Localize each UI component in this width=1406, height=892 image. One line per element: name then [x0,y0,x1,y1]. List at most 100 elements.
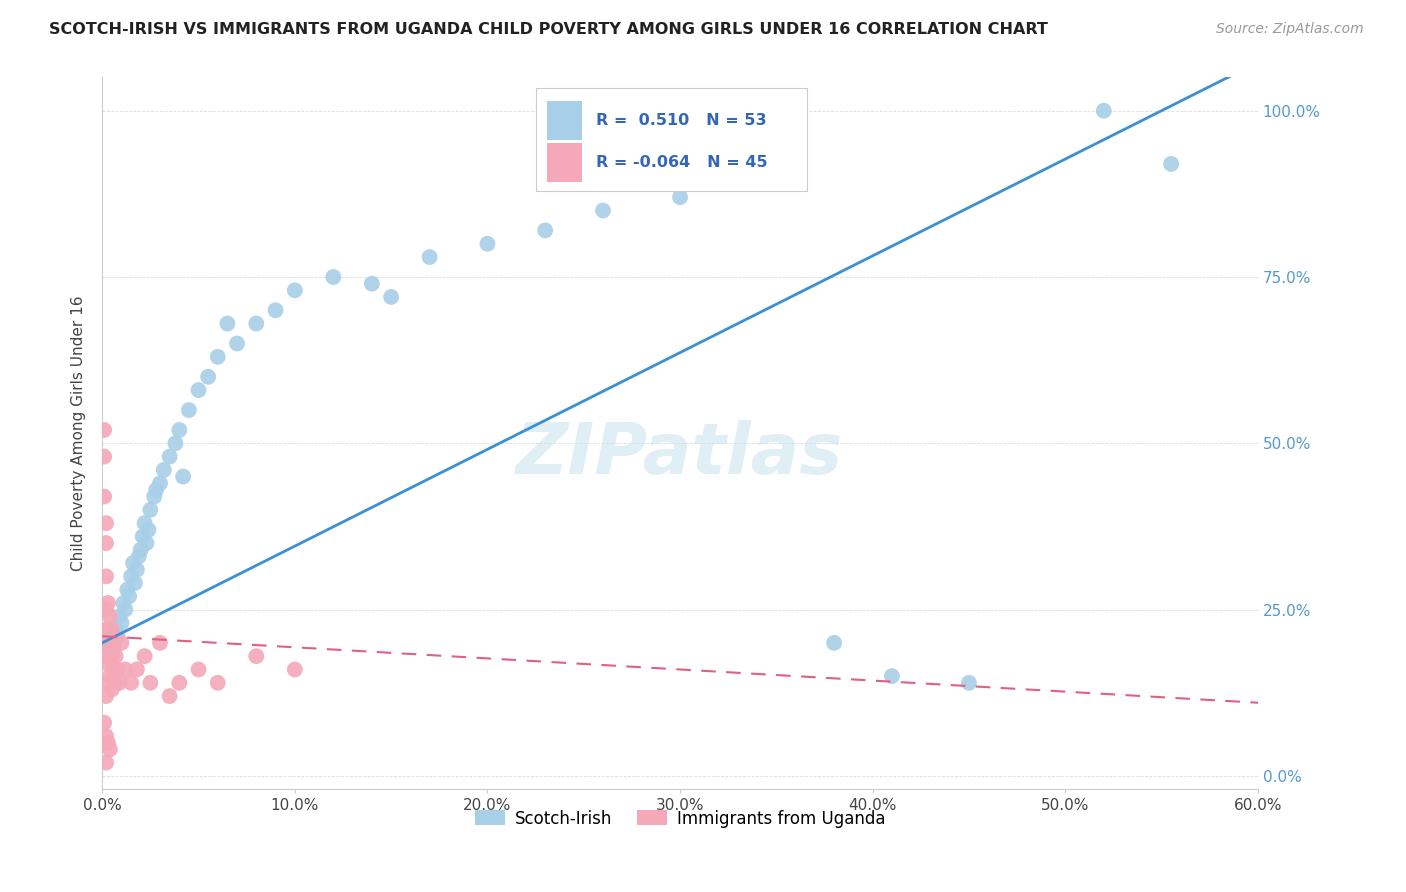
Point [103,663,125,677]
Point [284,283,307,297]
Point [284,663,307,677]
Point [1160,157,1182,171]
Point [1092,103,1115,118]
Point [94,536,117,550]
Bar [547,144,582,183]
Point [167,675,190,690]
Point [125,663,148,677]
Point [104,649,127,664]
Point [172,469,194,483]
Point [135,536,157,550]
Point [131,529,153,543]
Point [107,663,129,677]
Point [97,675,120,690]
Point [149,636,172,650]
Point [143,490,166,504]
Point [94,623,117,637]
Point [419,250,441,264]
Point [124,576,146,591]
Point [187,383,209,397]
Point [97,649,120,664]
Point [101,682,124,697]
Point [129,542,152,557]
Point [177,403,200,417]
Text: R = -0.064   N = 45: R = -0.064 N = 45 [596,155,768,170]
Point [159,450,181,464]
Point [103,636,125,650]
Point [97,649,120,664]
Point [118,590,141,604]
Y-axis label: Child Poverty Among Girls Under 16: Child Poverty Among Girls Under 16 [72,295,86,571]
Point [534,223,557,237]
Point [94,636,117,650]
Point [101,636,124,650]
Point [217,317,239,331]
Point [94,516,117,530]
Point [104,623,127,637]
Point [93,423,115,437]
Point [125,563,148,577]
Point [114,663,136,677]
Point [107,629,129,643]
Point [197,369,219,384]
Point [101,623,124,637]
Point [134,649,156,664]
Point [108,675,131,690]
Point [149,476,172,491]
Point [97,736,120,750]
Point [245,649,267,664]
Point [94,689,117,703]
Point [98,609,121,624]
Point [380,290,402,304]
Point [94,602,117,616]
Text: SCOTCH-IRISH VS IMMIGRANTS FROM UGANDA CHILD POVERTY AMONG GIRLS UNDER 16 CORREL: SCOTCH-IRISH VS IMMIGRANTS FROM UGANDA C… [49,22,1047,37]
Point [94,756,117,770]
Point [97,596,120,610]
Point [139,675,162,690]
Point [245,317,267,331]
Point [93,450,115,464]
Point [880,669,903,683]
Point [145,483,167,497]
FancyBboxPatch shape [536,88,807,191]
Point [139,503,162,517]
Point [94,656,117,670]
Point [114,602,136,616]
Point [98,669,121,683]
Point [93,490,115,504]
Legend: Scotch-Irish, Immigrants from Uganda: Scotch-Irish, Immigrants from Uganda [468,803,893,834]
Point [97,623,120,637]
Point [138,523,160,537]
Point [669,190,692,204]
Bar [547,101,582,140]
Point [153,463,176,477]
Point [322,270,344,285]
Point [165,436,187,450]
Point [167,423,190,437]
Point [108,609,131,624]
Point [207,350,229,364]
Point [226,336,249,351]
Text: R =  0.510   N = 53: R = 0.510 N = 53 [596,112,766,128]
Point [159,689,181,703]
Point [104,675,127,690]
Point [823,636,845,650]
Point [103,642,125,657]
Point [207,675,229,690]
Point [112,596,135,610]
Text: Source: ZipAtlas.com: Source: ZipAtlas.com [1216,22,1364,37]
Point [122,556,145,570]
Point [134,516,156,530]
Point [98,636,121,650]
Point [94,729,117,743]
Point [110,636,132,650]
Point [93,715,115,730]
Point [957,675,980,690]
Point [128,549,150,564]
Point [98,742,121,756]
Point [120,569,142,583]
Point [101,649,124,664]
Point [120,675,142,690]
Point [94,569,117,583]
Point [264,303,287,318]
